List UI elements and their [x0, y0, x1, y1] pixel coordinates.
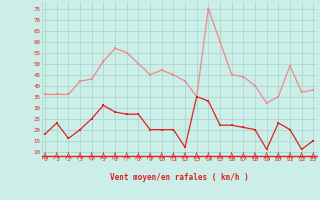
- X-axis label: Vent moyen/en rafales ( km/h ): Vent moyen/en rafales ( km/h ): [110, 174, 249, 182]
